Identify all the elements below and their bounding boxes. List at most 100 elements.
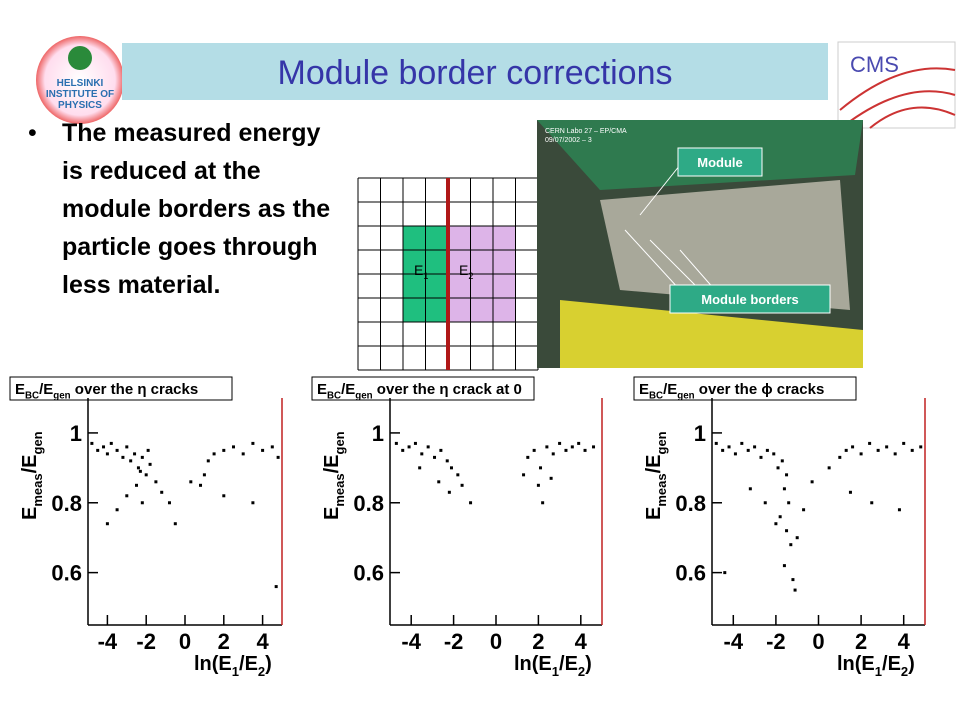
point [714,441,718,445]
point [426,445,430,449]
point [135,483,138,487]
point [802,508,806,512]
photo-module [600,180,850,310]
point [241,452,245,456]
text-run: gen [677,391,694,402]
point [420,452,424,456]
bullet-mark: • [28,119,37,147]
text-run: /E [882,653,901,675]
point [876,448,880,452]
point [541,501,545,505]
x-axis-label: ln(E1/E2) [514,653,592,679]
point [140,501,144,505]
point [897,508,901,512]
point [746,448,750,452]
callout-lines [624,164,716,291]
x-tick-label: -2 [766,629,786,654]
point [549,476,553,480]
text-run: 2 [578,664,585,679]
photo-caption: CERN Labo 27 – EP/CMA [545,128,627,135]
point [827,466,831,470]
x-tick-label: -2 [444,629,464,654]
text-run: over the η crack at 0 [373,381,522,398]
point [532,448,536,452]
point [774,522,778,526]
y-tick-label: 0.6 [675,561,706,586]
text-run: /E [341,381,355,398]
y-tick-label: 1 [694,421,706,446]
point [407,445,411,449]
text-run: /E [559,653,578,675]
point [583,448,587,452]
text-run: gen [30,431,45,454]
y-tick-label: 1 [372,421,384,446]
text-run: ) [908,653,915,675]
point [222,494,226,498]
point [401,448,405,452]
point [868,441,872,445]
text-run: 1 [552,664,559,679]
point [189,480,193,484]
text-run: /E [663,381,677,398]
point [115,448,119,452]
point [222,448,226,452]
y-axis-label: Emeas/Egen [643,431,669,520]
point [859,452,863,456]
x-axis-label: ln(E1/E2) [194,653,272,679]
title-box [633,376,857,401]
point [848,490,852,494]
point [125,494,129,498]
point [570,445,574,449]
point [418,466,422,470]
text-run: meas [332,473,347,506]
y-tick-label: 0.6 [353,561,384,586]
logo-text: INSTITUTE OF [46,89,114,100]
text-run: E [321,507,343,520]
callout-box [669,284,831,314]
slide-title: Module border corrections [278,54,673,92]
point [160,490,164,494]
point [274,585,278,589]
point [763,501,767,505]
point [545,445,549,449]
callout-text: Module borders [701,292,799,307]
text-run: 2 [468,271,473,281]
chart-title: EBC/Egen over the η crack at 0 [317,381,522,402]
point [125,445,129,449]
point [96,448,100,452]
y-axis-label: Emeas/Egen [19,431,45,520]
point [526,455,530,459]
y-tick-label: 0.6 [51,561,82,586]
point [199,483,203,487]
point [577,441,581,445]
point [105,522,109,526]
point [795,536,799,540]
text-run: 1 [423,271,428,281]
point [133,452,137,456]
text-run: E [414,262,423,278]
x-tick-label: 4 [898,629,911,654]
y-tick-label: 1 [70,421,82,446]
cms-logo [837,41,956,129]
point [723,571,727,575]
point [232,445,235,449]
point [902,441,906,445]
y-axis-label: Emeas/Egen [321,431,347,520]
point [740,441,744,445]
text-run: E [459,262,468,278]
point [919,445,923,449]
point [780,459,784,463]
point [539,466,543,470]
text-run: E [317,381,327,398]
point [433,455,437,459]
point [138,469,142,473]
point [536,483,540,487]
cell-diagram: E1 E2 [357,177,539,371]
x-tick-label: -4 [401,629,421,654]
point [140,455,144,459]
text-run: ln(E [514,653,552,675]
point [759,455,763,459]
cms-tracks [839,67,956,129]
point [765,448,769,452]
text-run: E [15,381,25,398]
